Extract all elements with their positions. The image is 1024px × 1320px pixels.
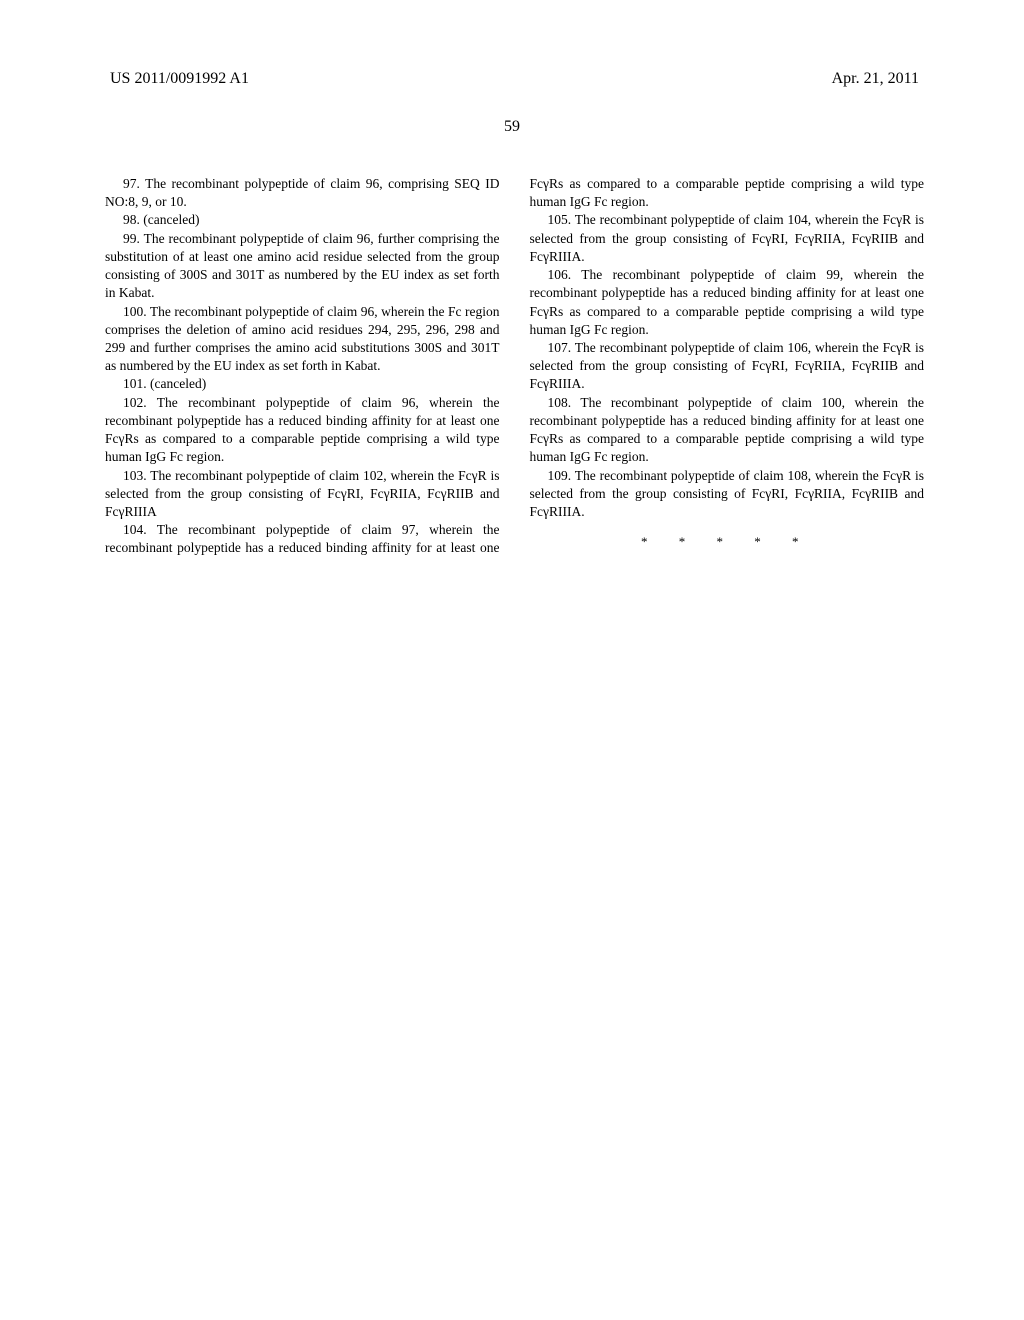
publication-number: US 2011/0091992 A1: [110, 70, 249, 88]
claims-body: 97. The recombinant polypeptide of claim…: [105, 175, 924, 558]
claim-107: 107. The recombinant polypeptide of clai…: [530, 339, 925, 394]
claim-103: 103. The recombinant polypeptide of clai…: [105, 467, 500, 522]
publication-date: Apr. 21, 2011: [832, 70, 919, 88]
claim-109: 109. The recombinant polypeptide of clai…: [530, 467, 925, 522]
claim-105: 105. The recombinant polypeptide of clai…: [530, 211, 925, 266]
claim-102: 102. The recombinant polypeptide of clai…: [105, 394, 500, 467]
claim-106: 106. The recombinant polypeptide of clai…: [530, 266, 925, 339]
page-number: 59: [504, 118, 520, 136]
end-marks: * * * * *: [530, 533, 925, 551]
claim-99: 99. The recombinant polypeptide of claim…: [105, 230, 500, 303]
claim-108: 108. The recombinant polypeptide of clai…: [530, 394, 925, 467]
claim-101: 101. (canceled): [105, 375, 500, 393]
claim-98: 98. (canceled): [105, 211, 500, 229]
claim-100: 100. The recombinant polypeptide of clai…: [105, 303, 500, 376]
claim-97: 97. The recombinant polypeptide of claim…: [105, 175, 500, 211]
